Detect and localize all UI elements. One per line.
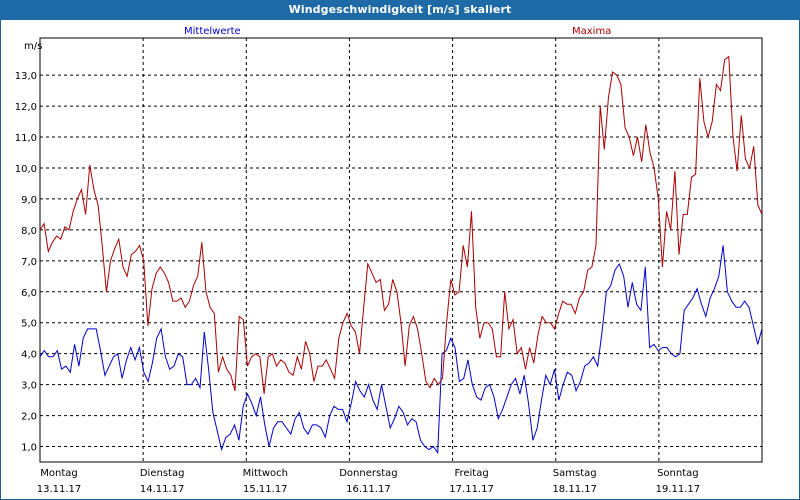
- y-axis-label: m/s: [24, 41, 42, 52]
- x-tick-date: 14.11.17: [140, 484, 185, 495]
- y-tick-label: 3,0: [21, 381, 37, 392]
- x-tick-day: Mittwoch: [243, 468, 288, 479]
- y-tick-label: 7,0: [21, 257, 37, 268]
- x-tick-date: 13.11.17: [37, 484, 82, 495]
- series-line-maxima: [39, 55, 763, 394]
- x-tick-day: Freitag: [454, 468, 488, 479]
- x-tick-labels: Montag 13.11.17 Dienstag 14.11.17 Mittwoch 15…: [37, 468, 700, 495]
- x-tick-day: Samstag: [553, 468, 597, 479]
- x-tick-date: 17.11.17: [449, 484, 494, 495]
- y-tick-label: 9,0: [21, 195, 37, 206]
- x-tick-day: Donnerstag: [339, 468, 397, 479]
- x-tick-date: 19.11.17: [656, 484, 701, 495]
- y-tick-label: 11,0: [15, 133, 37, 144]
- x-tick-date: 15.11.17: [243, 484, 288, 495]
- series-line-mittelwerte: [39, 245, 763, 455]
- y-tick-label: 5,0: [21, 319, 37, 330]
- plot-area: [39, 37, 763, 463]
- window-title: Windgeschwindigkeit [m/s] skaliert: [288, 3, 512, 16]
- y-tick-labels: 1,0 2,0 3,0 4,0 5,0 6,0 7,0 8,0 9,0 10,0 11,0 12,0 1…: [15, 71, 37, 453]
- y-tick-label: 1,0: [21, 443, 37, 454]
- x-tick-date: 18.11.17: [552, 484, 597, 495]
- grid-lines: [40, 38, 762, 462]
- y-tick-label: 4,0: [21, 350, 37, 361]
- x-tick-day: Montag: [40, 468, 77, 479]
- x-tick-day: Sonntag: [657, 468, 699, 479]
- series-lines: [39, 55, 763, 455]
- legend-mittelwerte: Mittelwerte: [184, 26, 241, 37]
- y-tick-label: 2,0: [21, 412, 37, 423]
- y-tick-label: 13,0: [15, 71, 37, 82]
- x-tick-day: Dienstag: [140, 468, 185, 479]
- y-tick-label: 10,0: [15, 164, 37, 175]
- legend-maxima: Maxima: [572, 26, 611, 37]
- title-bar: Windgeschwindigkeit [m/s] skaliert: [0, 0, 800, 20]
- x-tick-date: 16.11.17: [346, 484, 391, 495]
- y-tick-label: 6,0: [21, 288, 37, 299]
- y-tick-label: 12,0: [15, 102, 37, 113]
- y-tick-label: 8,0: [21, 226, 37, 237]
